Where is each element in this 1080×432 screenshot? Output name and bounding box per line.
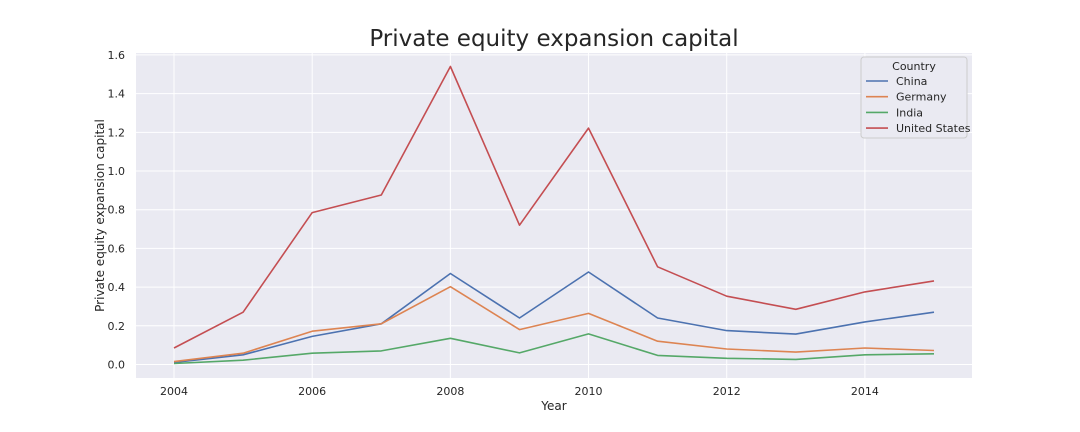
- y-tick-label: 0.2: [108, 320, 126, 333]
- x-tick-label: 2008: [436, 385, 464, 398]
- series-line-germany: [173, 285, 935, 363]
- legend: Country China Germany India United States: [860, 56, 971, 139]
- legend-label-china: China: [896, 75, 927, 88]
- y-axis-label: Private equity expansion capital: [93, 119, 107, 312]
- legend-frame: [860, 56, 968, 139]
- x-tick-label: 2014: [851, 385, 879, 398]
- y-tick-label: 1.6: [108, 49, 126, 62]
- tick-labels: 2004 2006 2008 2010 2012 2014 0.0 0.2 0.4 0.6 0.8 1…: [108, 49, 879, 398]
- x-tick-label: 2006: [298, 385, 326, 398]
- legend-label-germany: Germany: [896, 91, 947, 104]
- y-tick-label: 0.4: [108, 281, 126, 294]
- x-axis-label: Year: [540, 399, 566, 413]
- legend-label-india: India: [896, 106, 923, 119]
- y-tick-label: 1.2: [108, 126, 126, 139]
- y-tick-label: 1.0: [108, 165, 126, 178]
- legend-label-united-states: United States: [896, 122, 971, 135]
- x-tick-label: 2012: [713, 385, 741, 398]
- legend-title: Country: [892, 60, 936, 73]
- x-tick-label: 2004: [160, 385, 188, 398]
- series-lines: [173, 65, 935, 365]
- series-line-india: [173, 333, 935, 365]
- y-tick-label: 0.8: [108, 204, 126, 217]
- plot-area: [136, 53, 972, 378]
- chart-title: Private equity expansion capital: [369, 26, 738, 52]
- series-line-china: [173, 271, 935, 364]
- y-tick-label: 0.6: [108, 242, 126, 255]
- y-tick-label: 0.0: [108, 358, 126, 371]
- legend-items: China Germany India United States: [866, 75, 971, 135]
- series-line-united-states: [173, 65, 935, 349]
- x-tick-label: 2010: [575, 385, 603, 398]
- y-tick-label: 1.4: [108, 88, 126, 101]
